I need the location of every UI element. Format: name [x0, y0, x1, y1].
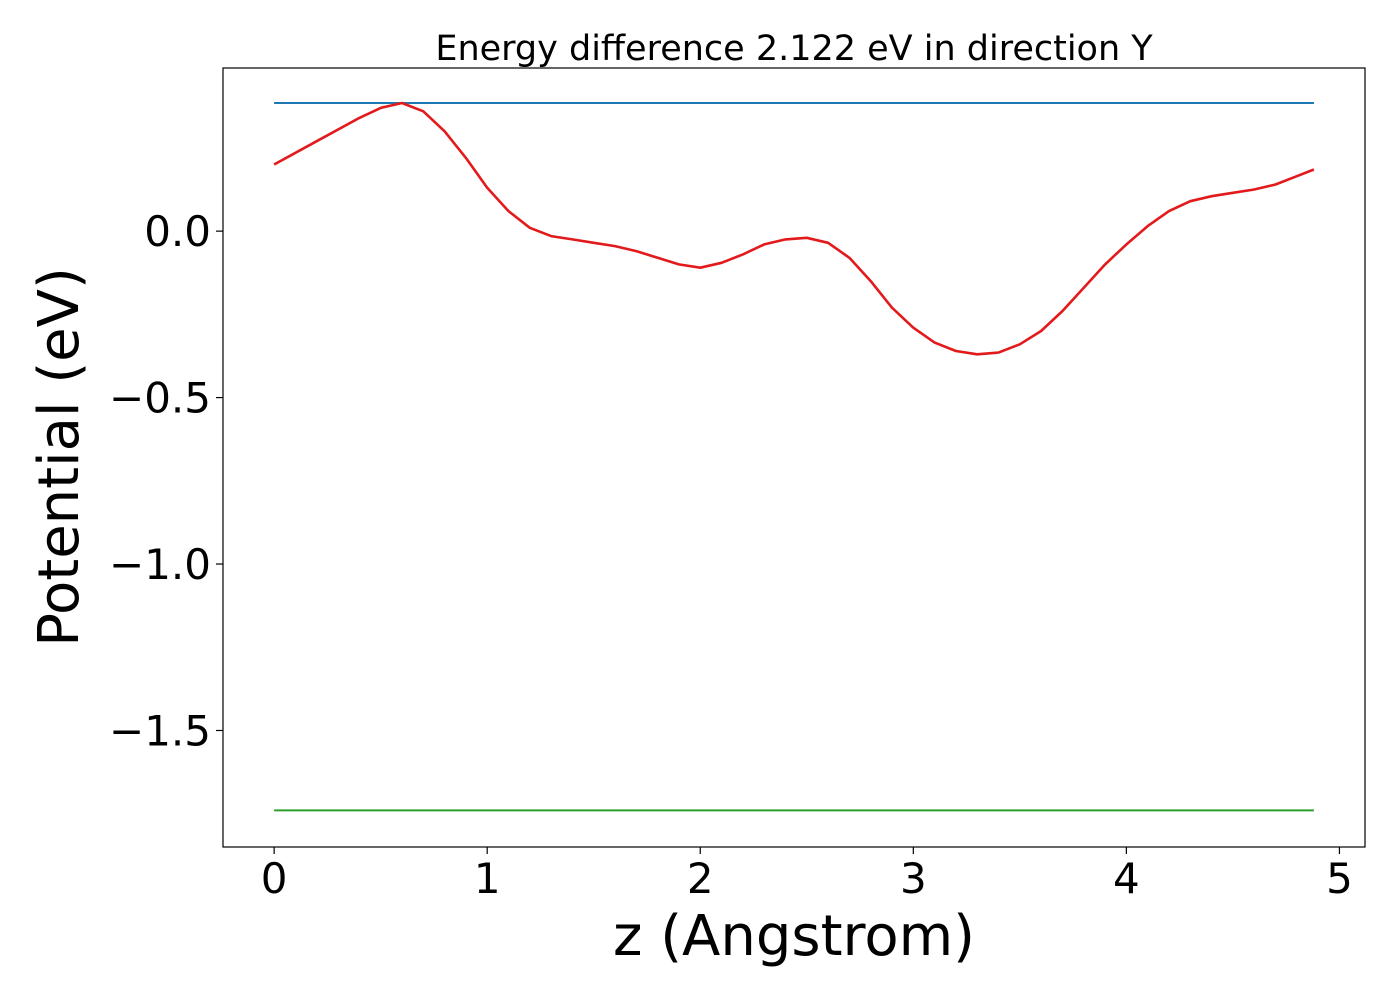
x-axis-label: z (Angstrom) [613, 904, 975, 969]
x-axis-ticks: 0 1 2 3 4 5 [261, 847, 1353, 903]
y-axis-ticks: 0.0 −0.5 −1.0 −1.5 [109, 207, 223, 755]
x-tick-label: 0 [261, 854, 288, 903]
y-tick-label: 0.0 [144, 207, 211, 256]
y-tick-label: −0.5 [109, 374, 211, 423]
y-tick-label: −1.0 [109, 540, 211, 589]
x-tick-label: 4 [1113, 854, 1140, 903]
y-axis-label: Potential (eV) [27, 267, 92, 647]
series-line-3 [273, 101, 1315, 356]
x-tick-label: 1 [474, 854, 501, 903]
plot-frame [222, 67, 1366, 848]
y-tick-label: −1.5 [109, 706, 211, 755]
plot-background [223, 68, 1365, 847]
x-tick-label: 3 [900, 854, 927, 903]
x-tick-label: 5 [1326, 854, 1353, 903]
x-tick-label: 2 [687, 854, 714, 903]
series-layer [273, 101, 1315, 812]
chart-title: Energy difference 2.122 eV in direction … [435, 29, 1153, 69]
